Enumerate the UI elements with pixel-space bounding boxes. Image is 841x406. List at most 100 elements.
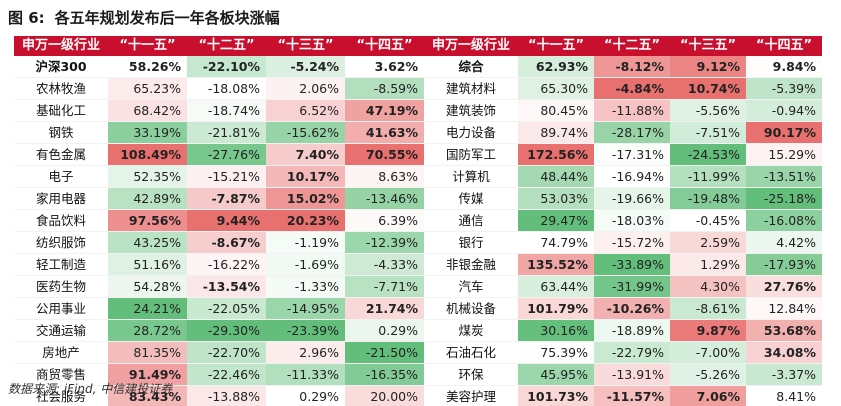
- return-value-cell: 62.93%: [518, 56, 594, 78]
- sector-name: 钢铁: [14, 121, 108, 144]
- return-value-cell: 74.79%: [518, 231, 594, 254]
- return-value-cell: -0.94%: [746, 99, 822, 122]
- return-value-cell: -7.51%: [670, 121, 746, 144]
- return-value-cell: -10.26%: [594, 297, 670, 320]
- return-value-cell: -8.59%: [345, 77, 424, 100]
- return-value-cell: 58.26%: [108, 56, 187, 78]
- return-value-cell: -7.87%: [187, 187, 266, 210]
- return-value-cell: 20.00%: [345, 385, 424, 406]
- return-value-cell: -29.30%: [187, 319, 266, 342]
- return-value-cell: -18.03%: [594, 209, 670, 232]
- return-value-cell: -31.99%: [594, 275, 670, 298]
- return-value-cell: 20.23%: [266, 209, 345, 232]
- column-header: “十二五”: [594, 36, 670, 56]
- sector-name: 石油石化: [424, 341, 518, 364]
- sector-name: 食品饮料: [14, 209, 108, 232]
- return-value-cell: 10.74%: [670, 77, 746, 100]
- return-value-cell: -5.26%: [670, 363, 746, 386]
- return-value-cell: -11.99%: [670, 165, 746, 188]
- return-value-cell: -19.48%: [670, 187, 746, 210]
- return-value-cell: 9.84%: [746, 56, 822, 78]
- return-value-cell: 47.19%: [345, 99, 424, 122]
- return-value-cell: -22.70%: [187, 341, 266, 364]
- return-value-cell: 4.30%: [670, 275, 746, 298]
- sector-name: 建筑装饰: [424, 99, 518, 122]
- table-row: 有色金属 108.49% -27.76% 7.40% 70.55% 国防军工 172.56%…: [14, 143, 822, 166]
- return-value-cell: -4.84%: [594, 77, 670, 100]
- table-row: 轻工制造 51.16% -16.22% -1.69% -4.33% 非银金融 135.52%…: [14, 253, 822, 276]
- return-value-cell: -11.33%: [266, 363, 345, 386]
- return-value-cell: 53.03%: [518, 187, 594, 210]
- return-value-cell: -18.08%: [187, 77, 266, 100]
- return-value-cell: 15.29%: [746, 143, 822, 166]
- return-value-cell: 91.49%: [108, 363, 187, 386]
- table-row: 钢铁 33.19% -21.81% -15.62% 41.63% 电力设备 89.74% -2…: [14, 121, 822, 144]
- return-value-cell: -11.57%: [594, 385, 670, 406]
- sector-name: 煤炭: [424, 319, 518, 342]
- sector-name: 农林牧渔: [14, 77, 108, 100]
- return-value-cell: 42.89%: [108, 187, 187, 210]
- return-value-cell: 7.06%: [670, 385, 746, 406]
- column-header: “十二五”: [187, 36, 266, 56]
- return-value-cell: -13.88%: [187, 385, 266, 406]
- table-row: 交通运输 28.72% -29.30% -23.39% 0.29% 煤炭 30.16% -18…: [14, 319, 822, 342]
- sector-name: 汽车: [424, 275, 518, 298]
- table-row: 社会服务 83.43% -13.88% 0.29% 20.00% 美容护理 101.73% -…: [14, 385, 822, 406]
- return-value-cell: 80.45%: [518, 99, 594, 122]
- return-value-cell: 172.56%: [518, 143, 594, 166]
- return-value-cell: 28.72%: [108, 319, 187, 342]
- return-value-cell: -16.35%: [345, 363, 424, 386]
- return-value-cell: -22.10%: [187, 56, 266, 78]
- sector-name: 社会服务: [14, 385, 108, 406]
- return-value-cell: 54.28%: [108, 275, 187, 298]
- return-value-cell: -21.50%: [345, 341, 424, 364]
- return-value-cell: 15.02%: [266, 187, 345, 210]
- table-row: 基础化工 68.42% -18.74% 6.52% 47.19% 建筑装饰 80.45% -1…: [14, 99, 822, 122]
- column-header: 申万一级行业: [14, 36, 108, 56]
- return-value-cell: -16.22%: [187, 253, 266, 276]
- column-header: “十四五”: [345, 36, 424, 56]
- return-value-cell: -27.76%: [187, 143, 266, 166]
- return-value-cell: 65.30%: [518, 77, 594, 100]
- return-value-cell: 6.52%: [266, 99, 345, 122]
- return-value-cell: -22.46%: [187, 363, 266, 386]
- return-value-cell: 0.29%: [345, 319, 424, 342]
- return-value-cell: -17.93%: [746, 253, 822, 276]
- sector-name: 纺织服饰: [14, 231, 108, 254]
- sector-name: 环保: [424, 363, 518, 386]
- return-value-cell: 2.96%: [266, 341, 345, 364]
- return-value-cell: -8.67%: [187, 231, 266, 254]
- return-value-cell: 43.25%: [108, 231, 187, 254]
- table-row: 房地产 81.35% -22.70% 2.96% -21.50% 石油石化 75.39% -2…: [14, 341, 822, 364]
- source-note: 数据来源: iFind, 中信建投证券: [8, 382, 173, 396]
- sector-name: 基础化工: [14, 99, 108, 122]
- return-value-cell: -8.12%: [594, 56, 670, 78]
- return-value-cell: 7.40%: [266, 143, 345, 166]
- sector-name: 机械设备: [424, 297, 518, 320]
- return-value-cell: -3.37%: [746, 363, 822, 386]
- return-value-cell: 6.39%: [345, 209, 424, 232]
- return-value-cell: 65.23%: [108, 77, 187, 100]
- return-value-cell: 75.39%: [518, 341, 594, 364]
- return-value-cell: 34.08%: [746, 341, 822, 364]
- return-value-cell: 2.59%: [670, 231, 746, 254]
- sector-name: 轻工制造: [14, 253, 108, 276]
- table-header: 申万一级行业 “十一五” “十二五” “十三五” “十四五” 申万一级行业 “十一五” “十二…: [14, 36, 822, 56]
- sector-name: 有色金属: [14, 143, 108, 166]
- return-value-cell: -15.62%: [266, 121, 345, 144]
- return-value-cell: 8.63%: [345, 165, 424, 188]
- table-row: 公用事业 24.21% -22.05% -14.95% 21.74% 机械设备 101.79…: [14, 297, 822, 320]
- return-value-cell: -7.00%: [670, 341, 746, 364]
- return-value-cell: 21.74%: [345, 297, 424, 320]
- return-value-cell: -14.95%: [266, 297, 345, 320]
- return-value-cell: 0.29%: [266, 385, 345, 406]
- return-value-cell: 53.68%: [746, 319, 822, 342]
- sector-name: 交通运输: [14, 319, 108, 342]
- table-row: 食品饮料 97.56% 9.44% 20.23% 6.39% 通信 29.47% -18.03…: [14, 209, 822, 232]
- return-value-cell: -22.05%: [187, 297, 266, 320]
- return-value-cell: -18.89%: [594, 319, 670, 342]
- return-value-cell: 45.95%: [518, 363, 594, 386]
- return-value-cell: -12.39%: [345, 231, 424, 254]
- return-value-cell: -0.45%: [670, 209, 746, 232]
- return-value-cell: -15.72%: [594, 231, 670, 254]
